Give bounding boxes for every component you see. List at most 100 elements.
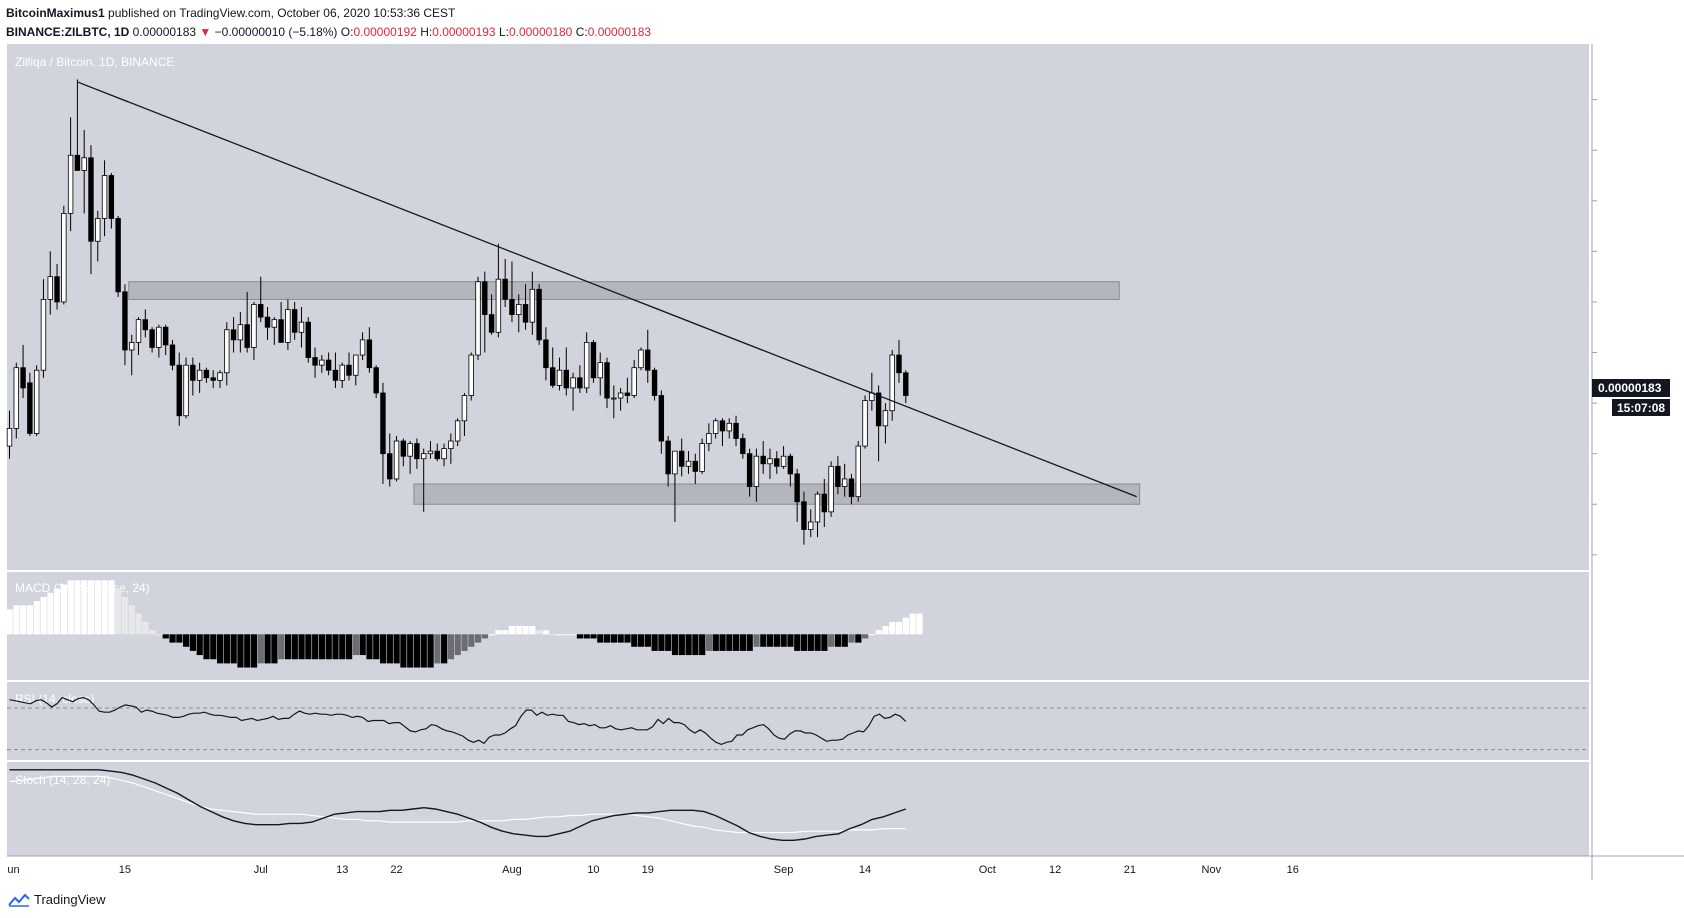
macd-histogram-bar [250,634,258,668]
last-price-marker [1592,379,1670,397]
candle-body [122,291,128,351]
chart-title: Zilliqa / Bitcoin, 1D, BINANCE [15,55,174,69]
price-tick-label: 0.00000140 [1601,499,1659,511]
time-axis-label: Oct [979,864,996,876]
macd-histogram-bar [529,626,536,635]
candle-body [244,324,250,348]
macd-histogram-bar [325,634,332,660]
candle-body [658,395,665,442]
candle-body [61,213,67,303]
macd-histogram-bar [434,634,441,664]
candle-body [767,458,773,465]
macd-histogram-bar [67,580,74,635]
candle-body [502,278,508,300]
macd-histogram-bar [291,634,298,660]
candle-body [699,443,705,472]
macd-histogram-bar [692,634,699,656]
candle-body [543,339,549,369]
macd-histogram-bar [142,621,149,635]
macd-histogram-bar [454,634,461,656]
time-axis-label: 10 [587,864,599,876]
symbol-line: BINANCE:ZILBTC, 1D 0.00000183 ▼ −0.00000… [6,23,651,42]
candle-body [319,359,325,366]
price-tick-label: 0.00000160 [1601,449,1659,461]
macd-histogram-bar [522,626,529,635]
candle-body [780,455,787,467]
candle-body [441,448,447,460]
candle-body [353,354,359,376]
candle-body [67,154,74,214]
stoch-tick-label: 75.00 [1601,774,1629,786]
candle-body [20,367,26,389]
macd-histogram-bar [60,584,68,635]
macd-histogram-bar [773,634,780,647]
candle-body [712,420,719,434]
candle-body [583,342,590,389]
candle-body [862,400,868,447]
down-arrow-icon: ▼ [199,25,212,39]
stoch-pane-bg [7,762,1589,856]
time-axis-label: Sep [774,864,794,876]
macd-histogram-bar [393,634,400,664]
candle-body [774,458,780,467]
candle-body [366,339,373,369]
open-label: O: [340,25,354,39]
candle-body [196,369,203,381]
rsi-pane-bg [7,682,1589,760]
candle-body [13,367,19,429]
countdown-label: 15:07:08 [1617,401,1665,415]
time-axis-label: 21 [1124,864,1136,876]
macd-histogram-bar [427,634,434,668]
macd-histogram-bar [183,634,190,647]
candle-body [801,501,807,530]
candle-body [604,362,610,399]
support-resistance-zone [128,281,1120,300]
candle-body [203,369,210,379]
candle-body [305,321,311,358]
macd-layer: 0.00000010 0.00000000 −0.00000010 [6,580,1666,683]
candle-body [488,314,495,333]
macd-histogram-bar [488,634,495,636]
macd-histogram-bar [828,634,835,647]
candle-body [692,460,698,472]
macd-histogram-bar [508,626,516,635]
macd-histogram-bar [155,634,163,636]
macd-histogram-bar [47,592,54,635]
stoch-k-line [9,769,907,841]
candle-body [74,154,81,171]
candle-body [454,420,461,442]
candle-body [719,420,726,432]
stoch-d-line [9,775,906,834]
author-name[interactable]: BitcoinMaximus1 [6,6,105,20]
macd-histogram-bar [855,634,862,643]
zones-layer [128,281,1141,505]
macd-histogram-bar [705,634,713,651]
macd-histogram-bar [115,588,122,635]
candle-body [95,218,101,242]
tradingview-branding[interactable]: TradingView [8,892,106,907]
rsi-tick-label: 80.00 [1601,693,1629,705]
descending-trendline [77,81,1137,498]
macd-histogram-bar [902,617,909,635]
macd-histogram-bar [33,601,40,635]
candle-body [88,157,94,242]
macd-histogram-bar [318,634,326,660]
candle-body [434,450,440,460]
last-price-marker-label: 0.00000183 [1598,381,1662,395]
candle-body [726,422,732,432]
candle-body [611,397,617,400]
macd-histogram-bar [6,609,13,635]
price-tick-label: 0.00000280 [1601,145,1659,157]
macd-histogram-bar [216,634,224,664]
candle-body [617,392,624,399]
macd-histogram-bar [94,580,101,635]
macd-histogram-bar [617,634,624,643]
rsi-layer: 80.00 40.00 [7,693,1629,751]
candle-body [427,450,434,455]
macd-histogram-bar [814,634,821,651]
macd-histogram-bar [346,634,353,660]
currency-label: BTC [1605,55,1627,67]
candle-body [448,440,454,450]
macd-histogram-bar [841,634,848,647]
